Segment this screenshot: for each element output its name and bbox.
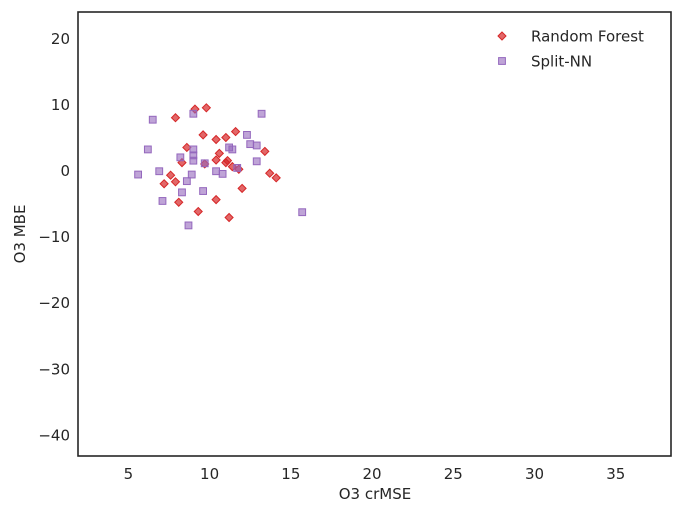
split-nn-point-0	[148, 115, 157, 124]
random-forest-point-6	[230, 126, 241, 137]
split-nn-point-20	[187, 170, 196, 179]
random-forest-point-2	[201, 103, 212, 113]
random-forest-point-24	[211, 194, 221, 205]
x-tick-label: 10	[200, 465, 219, 483]
data-points	[134, 103, 307, 230]
y-axis-ticks: 20 10 0 −10 −20 −30 −40	[38, 30, 70, 444]
split-nn-point-5	[252, 141, 261, 150]
split-nn-point-1	[189, 109, 198, 118]
split-nn-point-3	[243, 130, 251, 139]
random-forest-point-25	[193, 206, 203, 217]
split-nn-point-21	[182, 177, 191, 186]
random-forest-point-16	[260, 146, 270, 157]
series-split-nn	[134, 109, 307, 230]
y-tick-label: 0	[60, 162, 70, 180]
random-forest-point-5	[221, 132, 231, 143]
y-tick-label: −30	[38, 360, 70, 378]
random-forest-point-26	[224, 212, 234, 223]
y-axis-label: O3 MBE	[11, 205, 29, 264]
x-tick-label: 20	[363, 465, 382, 483]
plot-area-frame	[77, 11, 672, 457]
split-nn-point-7	[228, 145, 237, 154]
x-tick-label: 30	[525, 465, 544, 483]
random-forest-point-10	[214, 148, 225, 159]
random-forest-point-11	[211, 155, 221, 165]
x-axis-ticks: 5 10 15 20 25 30 35	[124, 465, 626, 483]
y-tick-label: 10	[51, 96, 70, 114]
legend-label-random-forest: Random Forest	[531, 28, 644, 46]
y-tick-label: −10	[38, 228, 70, 246]
split-nn-point-13	[200, 159, 209, 168]
legend-label-split-nn: Split-NN	[531, 53, 592, 71]
random-forest-point-4	[211, 134, 221, 145]
split-nn-point-24	[158, 197, 167, 205]
y-tick-label: 20	[51, 30, 70, 48]
x-tick-label: 35	[606, 465, 625, 483]
random-forest-point-3	[198, 130, 208, 140]
legend-marker-random-forest	[497, 31, 507, 41]
random-forest-point-18	[271, 173, 281, 183]
split-nn-point-2	[257, 109, 266, 118]
legend: Random Forest Split-NN	[497, 28, 644, 71]
legend-marker-split-nn	[498, 57, 506, 65]
random-forest-point-13	[222, 155, 233, 166]
random-forest-point-20	[170, 177, 181, 187]
x-tick-label: 25	[444, 465, 463, 483]
random-forest-point-21	[159, 179, 169, 189]
split-nn-point-26	[184, 221, 193, 230]
x-axis-label: O3 crMSE	[339, 485, 411, 503]
split-nn-point-16	[212, 167, 220, 176]
random-forest-point-22	[237, 183, 247, 194]
split-nn-point-19	[134, 170, 143, 179]
split-nn-point-18	[155, 167, 164, 176]
split-nn-point-17	[218, 169, 227, 178]
x-tick-label: 15	[281, 465, 300, 483]
random-forest-point-17	[265, 168, 275, 178]
split-nn-point-9	[143, 145, 152, 154]
random-forest-point-0	[170, 113, 181, 123]
split-nn-point-15	[233, 164, 242, 172]
y-tick-label: −20	[38, 294, 70, 312]
split-nn-point-4	[246, 140, 255, 149]
split-nn-point-22	[199, 187, 207, 195]
y-tick-label: −40	[38, 426, 70, 444]
random-forest-point-23	[174, 197, 184, 207]
split-nn-point-23	[178, 188, 186, 197]
random-forest-point-19	[165, 170, 176, 180]
x-tick-label: 5	[124, 465, 134, 483]
split-nn-point-25	[298, 208, 307, 217]
split-nn-point-11	[176, 153, 185, 162]
split-nn-point-12	[189, 156, 198, 165]
split-nn-point-14	[252, 157, 261, 166]
